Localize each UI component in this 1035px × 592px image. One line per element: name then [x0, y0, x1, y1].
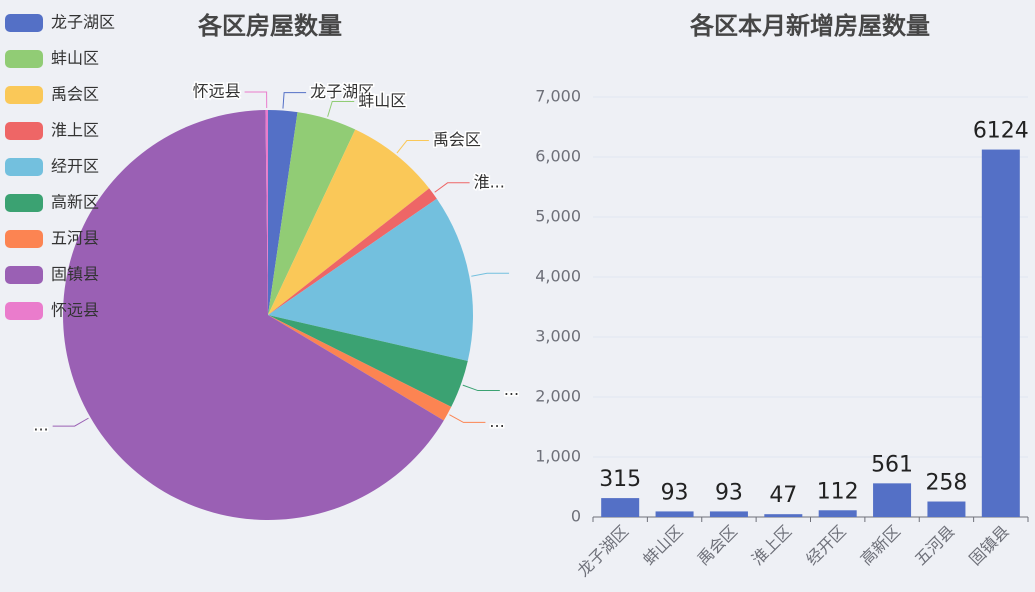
x-tick-label: 龙子湖区 [573, 522, 632, 581]
bar-value: 561 [871, 452, 913, 477]
label-line [244, 91, 268, 109]
x-tick-label: 五河县 [911, 522, 958, 569]
pie-slice [268, 112, 356, 315]
legend-swatch [5, 122, 43, 140]
x-tick-label: 蚌山区 [639, 522, 686, 569]
y-tick-label: 2,000 [535, 387, 581, 406]
legend-swatch [5, 302, 43, 320]
bar [709, 511, 748, 517]
slice-label: 蚌山区 [358, 91, 406, 110]
slice-label: 怀远县 [193, 82, 241, 101]
pie-slice [268, 315, 452, 421]
pie-slice [268, 188, 437, 315]
pie-slice [265, 110, 268, 315]
legend-swatch [5, 194, 43, 212]
legend-label: 龙子湖区 [51, 13, 115, 32]
label-line [282, 92, 307, 109]
label-line [52, 417, 89, 427]
bar [981, 149, 1020, 517]
bar-value: 93 [661, 480, 689, 505]
label-line [449, 414, 486, 423]
legend-swatch [5, 158, 43, 176]
pie-slice [268, 129, 430, 315]
bar [655, 511, 694, 517]
bar [927, 501, 966, 517]
slice-label: 龙子湖区 [310, 82, 374, 101]
legend-label: 禹会区 [51, 85, 99, 104]
pie-slice [268, 315, 468, 407]
pie-title: 各区房屋数量 [197, 12, 342, 40]
bar [818, 510, 857, 517]
bar [873, 483, 912, 517]
bar-value: 258 [925, 471, 967, 496]
y-tick-label: 3,000 [535, 327, 581, 346]
x-tick-label: 固镇县 [965, 522, 1012, 569]
legend-swatch [5, 50, 43, 68]
x-tick-label: 经开区 [802, 522, 849, 569]
slice-label: 禹会区 [433, 130, 481, 149]
y-tick-label: 5,000 [535, 207, 581, 226]
legend-label: 高新区 [51, 193, 99, 212]
y-tick-label: 6,000 [535, 147, 581, 166]
bar-value: 93 [715, 480, 743, 505]
legend-label: 五河县 [51, 229, 99, 248]
bar-title: 各区本月新增房屋数量 [689, 12, 930, 40]
label-line [396, 140, 429, 154]
slice-label: ... [504, 380, 519, 399]
legend-label: 固镇县 [51, 265, 99, 284]
y-tick-label: 0 [571, 507, 581, 526]
legend-label: 经开区 [51, 157, 99, 176]
slice-label: ... [489, 412, 504, 431]
x-tick-label: 淮上区 [748, 522, 795, 569]
legend-swatch [5, 230, 43, 248]
x-tick-label: 禹会区 [694, 522, 741, 569]
label-line [462, 384, 500, 392]
slice-label: ... [33, 416, 48, 435]
bar-value: 47 [769, 483, 797, 508]
x-tick-label: 高新区 [857, 522, 904, 569]
bar-value: 315 [599, 467, 641, 492]
legend-swatch [5, 86, 43, 104]
pie-slice [62, 110, 444, 521]
y-tick-label: 1,000 [535, 447, 581, 466]
legend-label: 怀远县 [51, 301, 99, 320]
label-line [471, 272, 510, 277]
y-tick-label: 4,000 [535, 267, 581, 286]
bar [601, 498, 640, 517]
pie-slice [268, 110, 298, 315]
legend-swatch [5, 266, 43, 284]
slice-label: 淮... [474, 172, 505, 191]
pie-slice [268, 198, 473, 361]
bar [764, 514, 803, 517]
bar-value: 112 [817, 479, 859, 504]
label-line [327, 100, 355, 117]
legend-label: 淮上区 [51, 121, 99, 140]
label-line [434, 182, 470, 193]
bar-value: 6124 [973, 119, 1029, 144]
legend-label: 蚌山区 [51, 49, 99, 68]
legend-swatch [5, 14, 43, 32]
y-tick-label: 7,000 [535, 87, 581, 106]
